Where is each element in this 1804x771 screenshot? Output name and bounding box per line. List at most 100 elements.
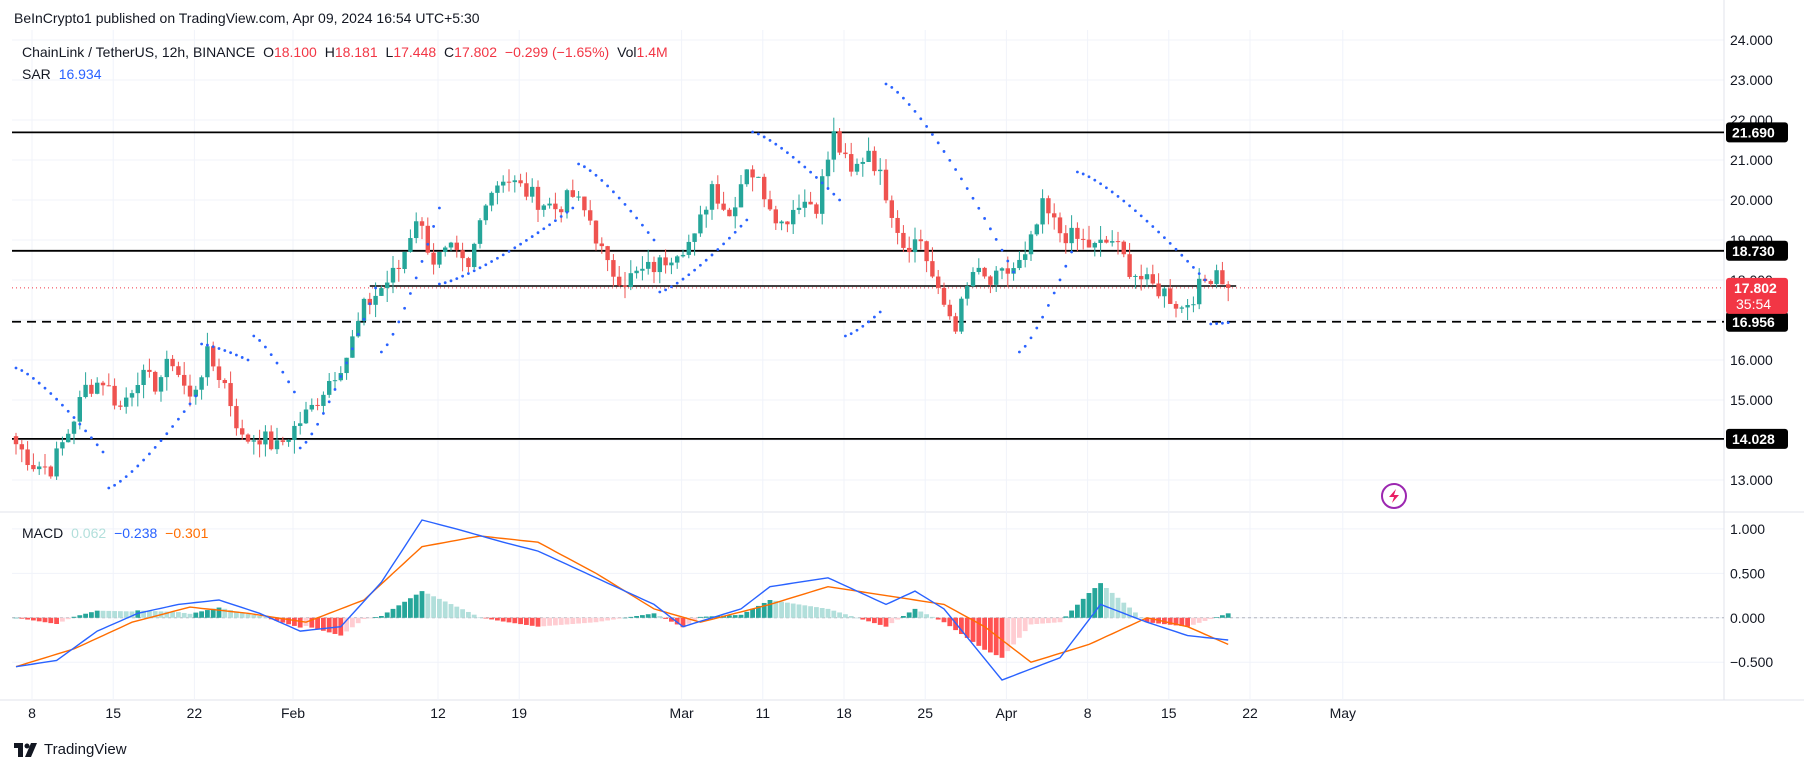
candle-body [1115, 241, 1121, 243]
macd-hist-bar [355, 617, 361, 624]
sar-dot [815, 176, 818, 179]
macd-hist-bar [843, 614, 848, 618]
sar-dot [316, 422, 319, 426]
candle-body [912, 239, 918, 253]
time-axis[interactable]: 8 15 22 Feb 12 19 Mar 11 18 25 Apr 8 15 22 May [28, 705, 1356, 721]
macd-hist-bar [1104, 588, 1109, 618]
macd-hist-bar [866, 617, 871, 622]
macd-tick-label: 1.000 [1730, 521, 1765, 537]
sar-dot [223, 349, 227, 352]
candle-body [564, 190, 570, 213]
macd-hist-bar [837, 612, 842, 618]
symbol-legend[interactable]: ChainLink / TetherUS, 12h, BINANCE O18.1… [22, 44, 672, 60]
sar-dot [896, 90, 899, 94]
time-tick-label: 15 [105, 705, 121, 721]
candle-body [414, 221, 419, 239]
sar-dot [1197, 272, 1201, 276]
candle-body [95, 382, 100, 394]
sar-dot [368, 302, 372, 306]
macd-hist-bar [1138, 617, 1144, 618]
sar-dot [606, 184, 609, 188]
sar-dot [548, 223, 551, 227]
sar-dot [623, 203, 627, 206]
candle-body [286, 439, 291, 442]
sar-dot [165, 432, 169, 436]
candle-body [506, 181, 512, 183]
sar-dot [432, 225, 435, 228]
level-label: 18.730 [1732, 243, 1775, 259]
macd-hist-bar [732, 615, 738, 618]
sar-dot [513, 246, 517, 250]
sar-dot [293, 390, 296, 394]
close-label: C [444, 44, 455, 60]
candle-body [437, 252, 442, 265]
macd-hist-bar [181, 612, 187, 618]
macd-hist-bar [402, 601, 407, 618]
macd-hist-bar [222, 608, 228, 618]
macd-hist-bar [1022, 617, 1028, 632]
sar-dot [1110, 190, 1114, 194]
candle-body [396, 267, 401, 269]
level-label: 14.028 [1732, 431, 1775, 447]
sar-dot [467, 272, 470, 275]
candle-body [274, 440, 280, 450]
grid-lines [0, 0, 1804, 701]
macd-hist-bar [738, 614, 744, 618]
sar-dot [687, 273, 691, 277]
sar-dot [356, 332, 360, 336]
sar-dot [1000, 248, 1004, 252]
macd-hist-bar [326, 617, 332, 633]
candle-body [25, 449, 30, 466]
candle-body [1057, 217, 1063, 234]
candle-body [744, 169, 749, 185]
candle-body [930, 261, 935, 277]
lightning-icon[interactable] [1381, 483, 1407, 509]
candle-body [182, 374, 187, 386]
macd-hist-bar [123, 611, 129, 618]
candle-body [216, 366, 222, 381]
macd-pane [12, 519, 1724, 681]
candle-body [31, 465, 36, 470]
macd-hist-bar [297, 617, 303, 628]
sar-dot [635, 216, 638, 220]
sar-dot [1035, 326, 1039, 330]
time-tick-label: 8 [28, 705, 36, 721]
candle-body [570, 190, 575, 197]
sar-dot [391, 332, 395, 336]
candle-body [872, 150, 877, 172]
macd-hist-bar [1121, 602, 1127, 618]
candle-body [385, 282, 390, 289]
sar-dot [1093, 178, 1097, 182]
time-tick-label: 22 [187, 705, 203, 721]
symbol-name[interactable]: ChainLink / TetherUS, 12h, BINANCE [22, 44, 256, 60]
candle-body [611, 260, 616, 277]
candle-body [605, 246, 610, 261]
macd-legend[interactable]: MACD 0.062 −0.238 −0.301 [22, 525, 212, 541]
candle-body [779, 221, 784, 224]
sar-dot [1186, 259, 1189, 263]
macd-signal-line [15, 535, 1229, 668]
macd-hist-bar [216, 607, 222, 618]
candle-body [1081, 238, 1086, 240]
sar-legend[interactable]: SAR 16.934 [22, 66, 106, 82]
macd-hist-bar [947, 617, 953, 627]
sar-dot [403, 306, 406, 310]
candle-body [443, 247, 448, 253]
close-value: 17.802 [454, 44, 497, 60]
candle-body [959, 298, 964, 332]
candle-body [234, 406, 239, 429]
candle-body [269, 431, 274, 450]
candle-body [361, 298, 367, 322]
macd-hist-bar [280, 617, 286, 623]
candle-body [501, 181, 506, 186]
macd-hist-bar [529, 617, 535, 626]
candle-body [657, 257, 662, 273]
macd-hist-bar [988, 617, 993, 653]
tradingview-logo[interactable]: TradingView [14, 741, 127, 758]
sar-dot [664, 288, 667, 292]
horizontal-levels[interactable] [12, 131, 1724, 440]
macd-hist-bar [831, 610, 837, 618]
candle-body [199, 377, 204, 390]
candle-body [106, 385, 111, 387]
